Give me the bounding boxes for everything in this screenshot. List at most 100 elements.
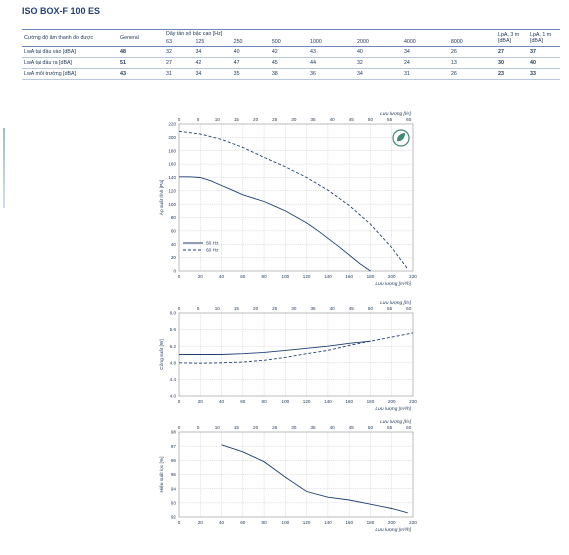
x2-tick-label: 30 [291, 117, 297, 122]
x2-tick-label: 55 [387, 425, 393, 430]
band-4000: 4000 [401, 37, 449, 47]
y-tick-label: 95 [171, 472, 177, 477]
table-row: LwA môi trường [dBA] 43 31 34 35 38 36 3… [22, 68, 560, 80]
x-tick-label: 40 [219, 399, 225, 404]
row-band: 34 [401, 46, 449, 58]
row-general: 51 [118, 57, 164, 69]
x-tick-label: 140 [324, 520, 332, 525]
x-tick-label: 100 [282, 399, 290, 404]
x-tick-label: 80 [262, 520, 268, 525]
x-tick-label: 220 [409, 274, 417, 279]
row-band: 42 [193, 57, 232, 69]
y-axis-label: Hiệu suất lọc [%] [159, 457, 165, 493]
row-band: 26 [448, 46, 496, 58]
band-header: Dãy tần số bậc cao [Hz] [164, 29, 496, 38]
y-tick-label: 140 [168, 175, 176, 180]
x-tick-label: 60 [240, 399, 246, 404]
x2-tick-label: 30 [291, 425, 297, 430]
x-tick-label: 180 [367, 399, 375, 404]
y-tick-label: 80 [171, 215, 177, 220]
plot-frame [178, 431, 414, 518]
row-band: 31 [401, 68, 449, 80]
y-tick-label: 96 [171, 458, 177, 463]
y-tick-label: 92 [171, 515, 177, 520]
x2-tick-label: 45 [349, 117, 355, 122]
series-line [178, 332, 414, 364]
row-band: 34 [193, 46, 232, 58]
x-tick-label: 220 [409, 520, 417, 525]
x2-tick-label: 55 [387, 117, 393, 122]
x2-tick-label: 50 [368, 117, 374, 122]
row-band: 34 [354, 68, 402, 80]
x2-tick-label: 25 [272, 306, 278, 311]
x2-tick-label: 45 [349, 425, 355, 430]
y-tick-label: 20 [171, 255, 177, 260]
x2-tick-label: 50 [368, 306, 374, 311]
y-axis-label: Công suất [W] [159, 339, 165, 369]
x2-tick-label: 25 [272, 425, 278, 430]
x2-tick-label: 30 [291, 306, 297, 311]
y-tick-label: 40 [171, 242, 177, 247]
row-band: 38 [269, 68, 309, 80]
y-tick-label: 6.0 [170, 311, 177, 316]
row-band: 13 [448, 57, 496, 69]
y-tick-label: 98 [171, 430, 177, 435]
x-tick-label: 200 [388, 274, 396, 279]
series-line [179, 340, 371, 355]
y-tick-label: 200 [168, 135, 176, 140]
x-tick-label: 140 [324, 399, 332, 404]
row-band: 32 [354, 57, 402, 69]
series-line [221, 444, 408, 514]
x-tick-label: 80 [262, 399, 268, 404]
x2-tick-label: 50 [368, 425, 374, 430]
x2-tick-label: 20 [253, 306, 259, 311]
x2-tick-label: 40 [330, 117, 336, 122]
x2-tick-label: 40 [330, 306, 336, 311]
y-tick-label: 60 [171, 229, 177, 234]
legend-label: 50 Hz [206, 241, 219, 247]
x2-tick-label: 40 [330, 425, 336, 430]
x-tick-label: 200 [388, 520, 396, 525]
row-band: 45 [269, 57, 309, 69]
row-lpa1: 33 [528, 68, 560, 80]
x-tick-label: 120 [303, 399, 311, 404]
x2-tick-label: 20 [253, 117, 259, 122]
col-label-header: Cường độ âm thanh đo được [22, 29, 118, 47]
band-8000: 8000 [448, 37, 496, 47]
x-tick-label: 140 [324, 274, 332, 279]
series-line [179, 176, 371, 272]
x2-tick-label: 5 [197, 117, 200, 122]
row-band: 26 [448, 68, 496, 80]
x2-tick-label: 15 [234, 117, 240, 122]
x2-axis-label: Lưu lượng [l/s] [380, 111, 412, 117]
band-1000: 1000 [308, 37, 355, 47]
x-tick-label: 200 [388, 399, 396, 404]
col-lpa3-header: LpA, 3 m [dBA] [496, 29, 528, 47]
y-tick-label: 4.4 [170, 377, 177, 382]
legend-label: 60 Hz [206, 248, 219, 254]
x-tick-label: 60 [240, 274, 246, 279]
row-label: LwA tại đầu vào [dBA] [22, 46, 118, 58]
y-tick-label: 93 [171, 500, 177, 505]
x-tick-label: 80 [262, 274, 268, 279]
side-decoration [1, 128, 7, 208]
x-tick-label: 60 [240, 520, 246, 525]
x2-tick-label: 60 [406, 306, 412, 311]
x2-tick-label: 15 [234, 425, 240, 430]
row-general: 48 [118, 46, 164, 58]
plot-frame [178, 123, 414, 272]
y-tick-label: 120 [168, 188, 176, 193]
y-tick-label: 160 [168, 162, 176, 167]
x2-tick-label: 20 [253, 425, 259, 430]
x2-tick-label: 10 [215, 117, 221, 122]
x2-tick-label: 10 [215, 306, 221, 311]
row-lpa1: 40 [528, 57, 560, 69]
table-row: LwA tại đầu ra [dBA] 51 27 42 47 45 44 3… [22, 57, 560, 69]
row-band: 32 [164, 46, 194, 58]
y-tick-label: 5.2 [170, 344, 177, 349]
y-tick-label: 100 [168, 202, 176, 207]
y-tick-label: 4.0 [170, 394, 177, 399]
band-250: 250 [231, 37, 270, 47]
row-lpa3: 27 [496, 46, 528, 58]
row-band: 36 [308, 68, 355, 80]
